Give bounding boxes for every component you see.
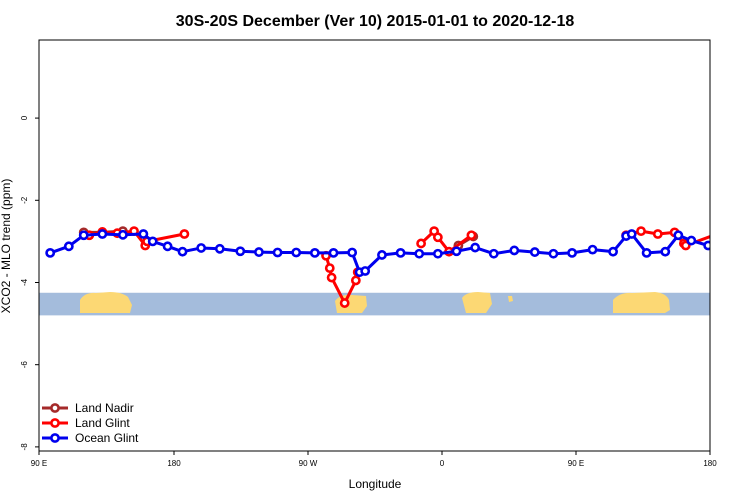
map-strip xyxy=(39,292,710,316)
x-tick-label: 90 E xyxy=(31,459,47,468)
land-shape xyxy=(80,292,132,313)
data-point xyxy=(214,243,225,254)
data-point xyxy=(138,229,149,239)
data-point xyxy=(63,241,74,252)
x-axis-label: Longitude xyxy=(349,477,402,491)
data-point xyxy=(567,247,577,258)
land-shape xyxy=(613,292,670,313)
data-point xyxy=(272,247,283,258)
data-point xyxy=(235,246,246,257)
data-point xyxy=(626,229,637,239)
data-point xyxy=(416,238,426,249)
legend-swatch-marker xyxy=(50,433,60,443)
data-point xyxy=(78,230,89,241)
data-point xyxy=(470,242,481,253)
land-shape xyxy=(508,296,513,302)
data-point xyxy=(350,275,361,286)
data-point xyxy=(652,229,663,239)
data-point xyxy=(196,243,207,253)
y-axis-label: XCO2 - MLO trend (ppm) xyxy=(0,179,13,314)
data-point xyxy=(548,248,559,259)
ocean-band xyxy=(39,292,710,316)
data-point xyxy=(488,248,499,259)
legend-label: Land Glint xyxy=(75,416,130,430)
data-point xyxy=(608,246,618,257)
data-point xyxy=(716,230,723,237)
legend-swatch-marker xyxy=(50,418,60,428)
x-tick-label: 90 E xyxy=(568,459,584,468)
data-point xyxy=(347,247,358,258)
land-shape xyxy=(462,292,492,313)
data-point xyxy=(641,247,652,258)
data-point xyxy=(509,245,520,256)
y-tick-label: -4 xyxy=(20,278,29,286)
data-point xyxy=(395,247,406,258)
x-tick-label: 180 xyxy=(167,459,181,468)
data-point xyxy=(414,248,425,259)
data-point xyxy=(291,247,302,258)
y-tick-label: -2 xyxy=(20,196,29,204)
data-point xyxy=(723,248,730,255)
data-point xyxy=(660,246,671,257)
data-point xyxy=(587,244,598,255)
data-point xyxy=(177,246,188,257)
chart-title: 30S-20S December (Ver 10) 2015-01-01 to … xyxy=(176,13,575,30)
data-point xyxy=(432,232,443,243)
series-ocean-glint xyxy=(45,229,730,278)
data-point xyxy=(432,248,443,259)
legend-item: Ocean Glint xyxy=(42,431,139,445)
x-tick-label: 0 xyxy=(440,459,445,468)
data-point xyxy=(673,230,684,241)
x-tick-label: 90 W xyxy=(299,459,318,468)
data-point xyxy=(309,247,320,258)
data-point xyxy=(377,250,387,260)
data-point xyxy=(680,240,691,251)
legend-item: Land Nadir xyxy=(42,401,134,415)
data-point xyxy=(97,229,108,239)
data-point xyxy=(686,235,697,246)
data-point xyxy=(360,266,371,276)
series-layer xyxy=(45,226,730,308)
data-point xyxy=(117,229,128,240)
y-tick-label: -8 xyxy=(20,443,29,451)
x-axis: 90 E 180 90 W 0 90 E 180 xyxy=(31,451,717,468)
data-point xyxy=(45,247,56,258)
data-point xyxy=(179,229,190,239)
data-point xyxy=(636,226,646,237)
y-tick-label: -6 xyxy=(20,361,29,369)
legend-label: Land Nadir xyxy=(75,401,134,415)
data-point xyxy=(466,230,477,241)
data-point xyxy=(254,247,264,257)
data-point xyxy=(703,240,710,251)
y-tick-label: 0 xyxy=(20,115,29,120)
legend-item: Land Glint xyxy=(42,416,130,430)
plot-frame xyxy=(38,39,711,452)
legend-swatch-marker xyxy=(50,403,60,413)
data-point xyxy=(326,272,337,283)
y-axis: 0 -2 -4 -6 -8 xyxy=(20,115,39,450)
data-point xyxy=(328,247,339,258)
data-point xyxy=(339,298,350,308)
data-point xyxy=(324,263,335,274)
land-shape xyxy=(335,294,367,313)
x-tick-label: 180 xyxy=(703,459,717,468)
data-point xyxy=(147,236,158,247)
data-point xyxy=(162,241,173,252)
legend-label: Ocean Glint xyxy=(75,431,139,445)
data-point xyxy=(451,246,462,257)
data-point xyxy=(529,247,540,257)
